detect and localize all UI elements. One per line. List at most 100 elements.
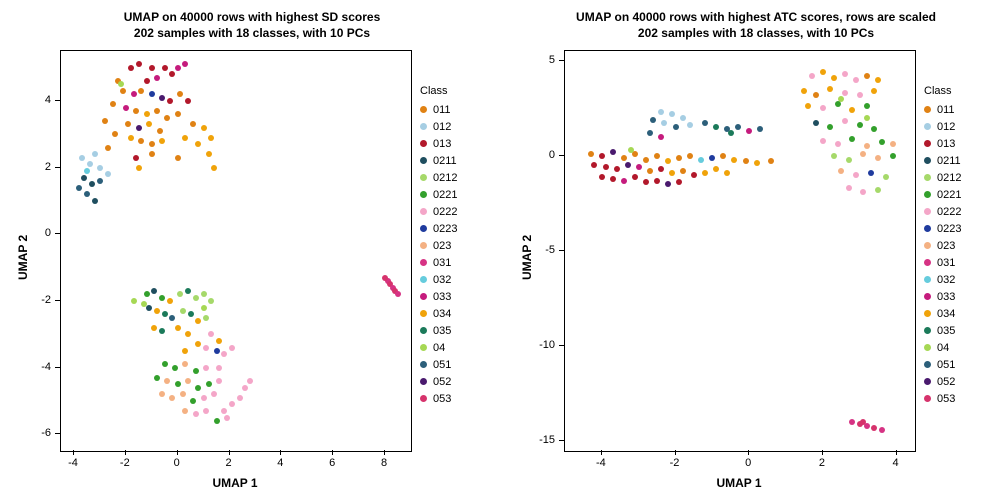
legend-item: 032 <box>924 271 961 288</box>
scatter-point <box>159 138 165 144</box>
legend-item: 035 <box>924 322 961 339</box>
y-tick-label: -10 <box>539 339 555 351</box>
x-tick-mark <box>601 450 602 455</box>
scatter-point <box>211 391 217 397</box>
scatter-point <box>193 368 199 374</box>
scatter-point <box>842 71 848 77</box>
scatter-point <box>203 315 209 321</box>
scatter-point <box>849 419 855 425</box>
x-tick-label: 0 <box>745 457 751 469</box>
scatter-point <box>110 101 116 107</box>
scatter-point <box>125 121 131 127</box>
legend-label: 033 <box>937 291 955 303</box>
scatter-point <box>835 141 841 147</box>
scatter-point <box>665 181 671 187</box>
scatter-point <box>669 170 675 176</box>
scatter-point <box>820 138 826 144</box>
legend-item: 013 <box>924 135 961 152</box>
scatter-point <box>97 165 103 171</box>
legend-item: 0222 <box>924 203 961 220</box>
scatter-point <box>853 77 859 83</box>
y-tick-mark <box>55 367 60 368</box>
scatter-point <box>128 65 134 71</box>
scatter-point <box>182 361 188 367</box>
scatter-point <box>175 325 181 331</box>
legend-item: 023 <box>420 237 457 254</box>
scatter-point <box>185 98 191 104</box>
legend-dot-icon <box>420 361 427 368</box>
scatter-point <box>610 176 616 182</box>
scatter-point <box>735 124 741 130</box>
scatter-point <box>167 298 173 304</box>
scatter-point <box>842 90 848 96</box>
scatter-point <box>138 88 144 94</box>
scatter-point <box>201 291 207 297</box>
legend-dot-icon <box>924 225 931 232</box>
scatter-point <box>195 385 201 391</box>
scatter-point <box>599 153 605 159</box>
scatter-point <box>185 288 191 294</box>
scatter-point <box>724 170 730 176</box>
legend-label: 031 <box>937 257 955 269</box>
legend-dot-icon <box>420 395 427 402</box>
scatter-point <box>247 378 253 384</box>
scatter-point <box>208 331 214 337</box>
x-tick-label: 0 <box>174 457 180 469</box>
legend-item: 0223 <box>924 220 961 237</box>
panel-title: UMAP on 40000 rows with highest ATC scor… <box>504 10 1008 41</box>
legend-label: 04 <box>433 342 445 354</box>
scatter-point <box>868 170 874 176</box>
scatter-point <box>154 308 160 314</box>
y-tick-label: 5 <box>549 54 555 66</box>
scatter-point <box>182 61 188 67</box>
legend-item: 033 <box>924 288 961 305</box>
scatter-point <box>87 161 93 167</box>
scatter-point <box>162 65 168 71</box>
legend-item: 0221 <box>420 186 457 203</box>
scatter-point <box>144 291 150 297</box>
scatter-point <box>835 101 841 107</box>
scatter-point <box>131 91 137 97</box>
scatter-point <box>206 381 212 387</box>
right-panel: UMAP on 40000 rows with highest ATC scor… <box>504 0 1008 504</box>
scatter-point <box>149 151 155 157</box>
legend-item: 034 <box>924 305 961 322</box>
chart-container: UMAP on 40000 rows with highest SD score… <box>0 0 1008 504</box>
scatter-point <box>216 338 222 344</box>
scatter-point <box>603 164 609 170</box>
legend-label: 011 <box>433 104 451 116</box>
scatter-point <box>871 425 877 431</box>
scatter-point <box>216 378 222 384</box>
legend-label: 032 <box>433 274 451 286</box>
scatter-point <box>203 365 209 371</box>
scatter-point <box>84 191 90 197</box>
scatter-point <box>809 73 815 79</box>
y-tick-label: 0 <box>549 149 555 161</box>
legend-label: 0222 <box>937 206 961 218</box>
scatter-point <box>599 174 605 180</box>
scatter-point <box>875 187 881 193</box>
y-tick-mark <box>55 167 60 168</box>
scatter-point <box>883 174 889 180</box>
scatter-point <box>621 155 627 161</box>
legend-item: 0222 <box>420 203 457 220</box>
legend-dot-icon <box>420 378 427 385</box>
scatter-point <box>757 126 763 132</box>
legend-dot-icon <box>924 327 931 334</box>
scatter-point <box>146 305 152 311</box>
legend: Class01101201302110212022102220223023031… <box>420 85 457 407</box>
x-tick-label: -2 <box>670 457 680 469</box>
legend-dot-icon <box>420 140 427 147</box>
legend-dot-icon <box>924 242 931 249</box>
legend-item: 012 <box>420 118 457 135</box>
scatter-point <box>713 124 719 130</box>
x-tick-mark <box>280 450 281 455</box>
scatter-point <box>81 175 87 181</box>
legend-dot-icon <box>420 276 427 283</box>
scatter-point <box>128 135 134 141</box>
legend-dot-icon <box>420 225 427 232</box>
scatter-point <box>643 179 649 185</box>
legend-title: Class <box>924 85 961 97</box>
scatter-point <box>79 155 85 161</box>
scatter-point <box>813 120 819 126</box>
